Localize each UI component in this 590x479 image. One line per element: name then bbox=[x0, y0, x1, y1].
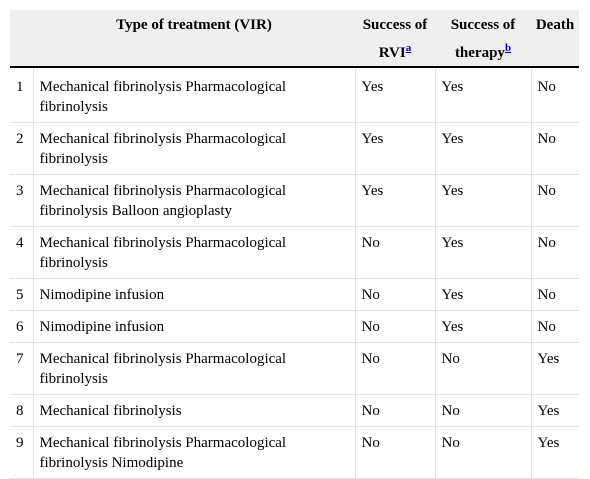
table-cell: No bbox=[530, 226, 579, 279]
table-cell: No bbox=[354, 426, 436, 479]
footnote-link[interactable]: a bbox=[405, 42, 412, 54]
table-body: 1 Mechanical fibrinolysis Pharmacological… bbox=[10, 67, 579, 479]
table-cell: Yes bbox=[530, 394, 579, 427]
table-cell: Yes bbox=[354, 174, 436, 227]
row-index: 6 bbox=[10, 310, 34, 343]
header-cell: Type of treatment (VIR) bbox=[33, 10, 355, 68]
table-row: 4 Mechanical fibrinolysis Pharmacological… bbox=[10, 226, 579, 279]
table-cell: No bbox=[434, 426, 532, 479]
treatment-table: Type of treatment (VIR) Success of RVIa … bbox=[10, 10, 579, 479]
header-text: Success of therapy bbox=[450, 17, 516, 61]
table-cell: No bbox=[354, 310, 436, 343]
header-text: Death bbox=[535, 17, 575, 33]
table-cell: Mechanical fibrinolysis Pharmacological … bbox=[32, 426, 356, 479]
table-cell: Mechanical fibrinolysis Pharmacological … bbox=[32, 174, 356, 227]
header-cell: Success of therapyb bbox=[435, 10, 531, 68]
header-row: Type of treatment (VIR) Success of RVIa … bbox=[10, 10, 579, 68]
table-cell: No bbox=[530, 122, 579, 175]
table-row: 6 Nimodipine infusion No Yes No bbox=[10, 310, 579, 343]
header-cell: Success of RVIa bbox=[355, 10, 435, 68]
table-cell: Yes bbox=[434, 278, 532, 311]
table-cell: Nimodipine infusion bbox=[32, 278, 356, 311]
table-cell: Nimodipine infusion bbox=[32, 310, 356, 343]
table-row: 1 Mechanical fibrinolysis Pharmacological… bbox=[10, 67, 579, 123]
table-row: 9 Mechanical fibrinolysis Pharmacological… bbox=[10, 426, 579, 479]
table-cell: No bbox=[530, 174, 579, 227]
header-text: Success of RVI bbox=[362, 17, 428, 61]
table-cell: Mechanical fibrinolysis Pharmacological … bbox=[32, 122, 356, 175]
table-row: 7 Mechanical fibrinolysis Pharmacological… bbox=[10, 342, 579, 395]
table-cell: Mechanical fibrinolysis Pharmacological … bbox=[32, 226, 356, 279]
table-cell: No bbox=[434, 342, 532, 395]
row-index: 9 bbox=[10, 426, 34, 479]
table-cell: Yes bbox=[434, 226, 532, 279]
table-cell: Yes bbox=[434, 122, 532, 175]
header-index bbox=[10, 10, 33, 68]
table-cell: Yes bbox=[354, 122, 436, 175]
table-row: 3 Mechanical fibrinolysis Pharmacological… bbox=[10, 174, 579, 227]
table-cell: Yes bbox=[434, 174, 532, 227]
table-row: 5 Nimodipine infusion No Yes No bbox=[10, 278, 579, 311]
table-cell: Yes bbox=[354, 67, 436, 123]
table-cell: No bbox=[530, 278, 579, 311]
row-index: 8 bbox=[10, 394, 34, 427]
table-cell: Yes bbox=[434, 67, 532, 123]
table-cell: Yes bbox=[434, 310, 532, 343]
header-cell: Death bbox=[531, 10, 579, 68]
table-cell: Mechanical fibrinolysis bbox=[32, 394, 356, 427]
row-index: 3 bbox=[10, 174, 34, 227]
table-cell: No bbox=[354, 342, 436, 395]
table-row: 8 Mechanical fibrinolysis No No Yes bbox=[10, 394, 579, 427]
table-cell: Yes bbox=[530, 342, 579, 395]
table-cell: No bbox=[354, 226, 436, 279]
page: Type of treatment (VIR) Success of RVIa … bbox=[10, 10, 579, 479]
row-index: 2 bbox=[10, 122, 34, 175]
table-cell: Yes bbox=[530, 426, 579, 479]
table-cell: No bbox=[354, 394, 436, 427]
header-text: Type of treatment (VIR) bbox=[116, 17, 272, 33]
row-index: 4 bbox=[10, 226, 34, 279]
table-cell: Mechanical fibrinolysis Pharmacological … bbox=[32, 342, 356, 395]
table-cell: No bbox=[530, 310, 579, 343]
table-row: 2 Mechanical fibrinolysis Pharmacological… bbox=[10, 122, 579, 175]
footnote-link[interactable]: b bbox=[504, 42, 512, 54]
table-cell: No bbox=[434, 394, 532, 427]
row-index: 7 bbox=[10, 342, 34, 395]
table-cell: No bbox=[530, 67, 579, 123]
row-index: 1 bbox=[10, 67, 34, 123]
table-cell: No bbox=[354, 278, 436, 311]
table-cell: Mechanical fibrinolysis Pharmacological … bbox=[32, 67, 356, 123]
row-index: 5 bbox=[10, 278, 34, 311]
